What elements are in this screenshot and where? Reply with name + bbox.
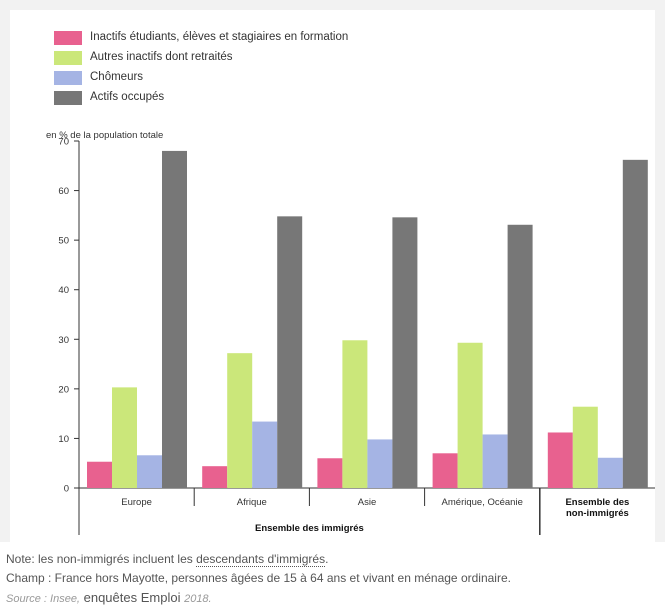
bar [317, 458, 343, 488]
note-line: Note: les non-immigrés incluent les desc… [6, 550, 511, 569]
y-tick-label: 50 [58, 236, 69, 247]
legend-swatch [54, 31, 82, 45]
source-prefix: Source : Insee, [6, 593, 80, 605]
champ-line: Champ : France hors Mayotte, personnes â… [6, 571, 511, 585]
bar [342, 340, 368, 488]
note-suffix: . [325, 552, 329, 566]
source-line: Source : Insee, enquêtes Emploi 2018. [6, 588, 511, 609]
bar [137, 455, 162, 488]
chart-frame: Inactifs étudiants, élèves et stagiaires… [0, 0, 665, 542]
notes: Note: les non-immigrés incluent les desc… [6, 550, 511, 609]
bar [572, 406, 598, 488]
bar [162, 150, 187, 488]
legend-label: Chômeurs [90, 71, 144, 83]
y-tick-label: 40 [58, 285, 69, 296]
legend-swatch [54, 51, 82, 65]
legend-swatch [54, 91, 82, 105]
y-tick-label: 0 [64, 484, 69, 495]
legend-label: Actifs occupés [90, 91, 165, 103]
source-name: enquêtes Emploi [80, 590, 185, 605]
bar [457, 342, 483, 488]
legend-swatch [54, 71, 82, 85]
y-tick-label: 60 [58, 186, 69, 197]
y-tick-label: 10 [58, 434, 69, 445]
bar [392, 217, 418, 488]
x-tick-label: Asie [358, 497, 376, 508]
x-tick-label: Afrique [237, 497, 267, 508]
x-tick-label: non-immigrés [566, 508, 629, 519]
y-tick-label: 30 [58, 335, 69, 346]
bar [547, 432, 573, 488]
y-tick-label: 20 [58, 384, 69, 395]
x-tick-label: Europe [121, 497, 152, 508]
group-label: Ensemble des immigrés [255, 523, 364, 534]
bar [482, 434, 508, 488]
bar [277, 216, 303, 488]
y-tick-label: 70 [58, 137, 69, 148]
chart-plot: 0 10 20 30 40 50 60 70 Europe Afrique Asie Amérique… [58, 137, 655, 535]
x-tick-label: Ensemble des [565, 497, 629, 508]
chart-panel: Inactifs étudiants, élèves et stagiaires… [10, 10, 655, 542]
source-year: 2018. [184, 593, 212, 605]
bar [227, 353, 253, 488]
bar [202, 466, 228, 488]
descendants-link[interactable]: descendants d'immigrés [196, 552, 326, 567]
bar [112, 387, 137, 488]
bar [432, 453, 458, 488]
bar [597, 457, 623, 488]
bar [507, 224, 533, 489]
bar [252, 421, 278, 488]
bar [622, 159, 648, 488]
y-axis-label: en % de la population totale [46, 130, 164, 141]
legend-label: Autres inactifs dont retraités [90, 51, 233, 63]
bar [87, 461, 112, 488]
note-prefix: Note: les non-immigrés incluent les [6, 552, 197, 566]
bar [367, 439, 393, 488]
legend-label: Inactifs étudiants, élèves et stagiaires… [90, 31, 349, 43]
x-tick-label: Amérique, Océanie [442, 497, 523, 508]
